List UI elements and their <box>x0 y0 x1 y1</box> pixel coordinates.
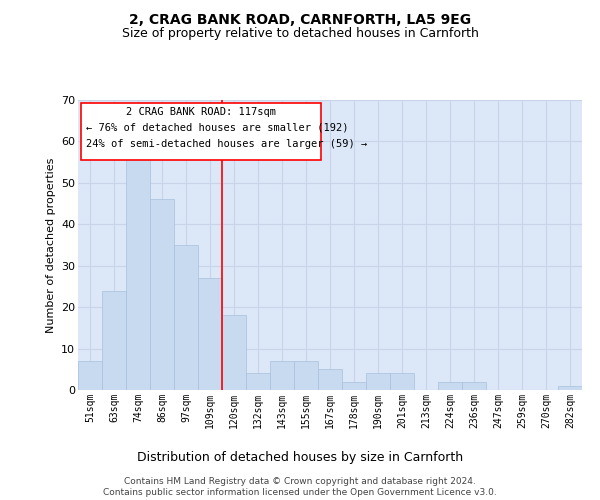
Y-axis label: Number of detached properties: Number of detached properties <box>46 158 56 332</box>
Bar <box>102 290 126 390</box>
Text: ← 76% of detached houses are smaller (192): ← 76% of detached houses are smaller (19… <box>86 122 348 132</box>
Text: Contains public sector information licensed under the Open Government Licence v3: Contains public sector information licen… <box>103 488 497 497</box>
Bar <box>462 382 486 390</box>
Text: 2 CRAG BANK ROAD: 117sqm: 2 CRAG BANK ROAD: 117sqm <box>126 106 276 117</box>
Text: Size of property relative to detached houses in Carnforth: Size of property relative to detached ho… <box>122 28 478 40</box>
Bar <box>222 316 246 390</box>
Text: 2, CRAG BANK ROAD, CARNFORTH, LA5 9EG: 2, CRAG BANK ROAD, CARNFORTH, LA5 9EG <box>129 12 471 26</box>
Bar <box>390 374 414 390</box>
Bar <box>198 278 222 390</box>
Text: 24% of semi-detached houses are larger (59) →: 24% of semi-detached houses are larger (… <box>86 139 367 149</box>
Bar <box>438 382 462 390</box>
Text: Distribution of detached houses by size in Carnforth: Distribution of detached houses by size … <box>137 451 463 464</box>
Bar <box>150 200 174 390</box>
Bar <box>366 374 390 390</box>
Text: Contains HM Land Registry data © Crown copyright and database right 2024.: Contains HM Land Registry data © Crown c… <box>124 476 476 486</box>
Bar <box>270 361 294 390</box>
Bar <box>318 370 342 390</box>
Bar <box>246 374 270 390</box>
Bar <box>294 361 318 390</box>
Bar <box>174 245 198 390</box>
Bar <box>126 150 150 390</box>
Bar <box>78 361 102 390</box>
Bar <box>342 382 366 390</box>
Bar <box>558 386 582 390</box>
